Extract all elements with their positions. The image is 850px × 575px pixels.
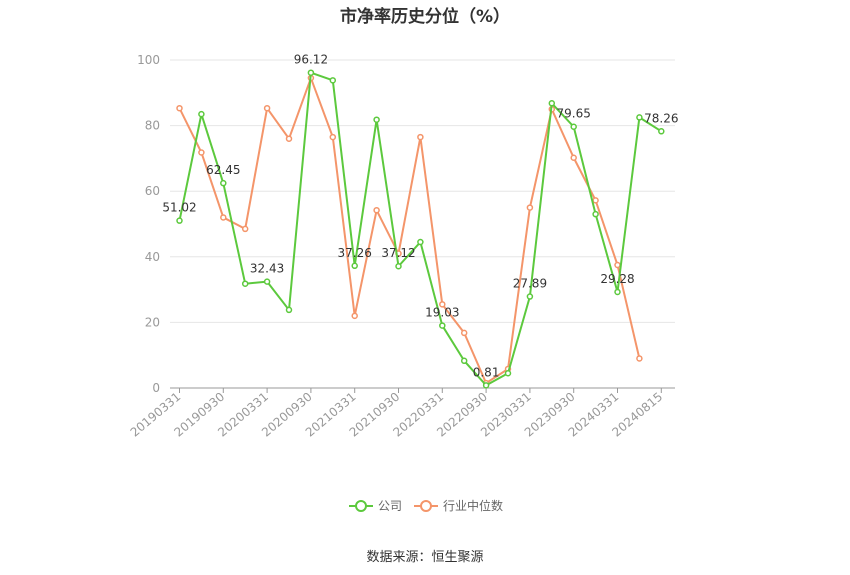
data-point-company [417, 238, 424, 246]
data-point-industry-median [460, 329, 468, 337]
data-point-industry-median [351, 312, 358, 320]
data-point-company [460, 357, 468, 365]
data-source: 数据来源：恒生聚源 [366, 550, 484, 565]
data-point-industry-median [417, 133, 424, 141]
data-point-company [636, 114, 643, 121]
data-point-company [285, 306, 293, 314]
data-label: 27.89 [513, 277, 547, 291]
y-tick-label: 40 [145, 250, 160, 264]
data-label: 96.12 [294, 53, 328, 67]
data-label: 29.28 [600, 272, 634, 286]
data-label: 37.26 [338, 246, 372, 260]
data-label: 79.65 [557, 107, 591, 121]
y-tick-label: 0 [152, 381, 160, 395]
data-point-company [329, 77, 337, 84]
legend-label-company: 公司 [378, 499, 402, 513]
data-point-company [614, 288, 621, 296]
data-label: 37.12 [381, 246, 415, 260]
data-point-industry-median [636, 355, 643, 362]
series-line-industry-median [178, 77, 641, 385]
data-point-company [263, 278, 271, 285]
data-label: 32.43 [250, 262, 284, 276]
chart-title: 市净率历史分位（%） [339, 7, 511, 27]
data-point-company [241, 280, 249, 287]
data-point-industry-median [570, 154, 577, 161]
legend-label-industry-median: 行业中位数 [443, 498, 503, 513]
data-point-industry-median [526, 204, 534, 211]
data-point-industry-median [592, 197, 599, 204]
y-tick-label: 60 [145, 184, 160, 198]
data-label: 19.03 [425, 306, 459, 320]
data-point-company [548, 100, 556, 107]
data-point-industry-median [285, 135, 293, 142]
data-label: 0.81 [473, 365, 500, 379]
data-point-industry-median [198, 149, 205, 156]
data-point-company [570, 123, 577, 130]
y-tick-label: 80 [145, 119, 160, 133]
data-label: 51.02 [162, 201, 196, 215]
data-point-industry-median [241, 225, 249, 233]
data-point-company [482, 382, 490, 389]
data-point-industry-median [614, 261, 621, 269]
data-point-company [504, 369, 512, 377]
data-point-company [526, 293, 534, 300]
data-point-industry-median [176, 104, 183, 112]
y-tick-label: 20 [145, 315, 160, 329]
data-point-company [198, 110, 205, 118]
data-point-company [307, 69, 315, 76]
data-point-company [220, 179, 227, 187]
legend-marker [355, 500, 367, 512]
data-point-industry-median [220, 214, 227, 221]
y-tick-label: 100 [137, 53, 160, 67]
data-point-company [395, 262, 402, 270]
data-point-company [351, 262, 358, 270]
data-point-company [658, 128, 665, 135]
data-point-company [439, 322, 446, 329]
data-point-company [176, 217, 183, 224]
data-point-company [592, 210, 599, 218]
data-point-industry-median [439, 301, 446, 308]
data-point-industry-median [329, 133, 337, 141]
data-point-industry-median [373, 206, 380, 214]
data-point-industry-median [263, 104, 271, 112]
data-point-company [373, 116, 380, 123]
legend-marker [420, 500, 432, 512]
data-label: 62.45 [206, 163, 240, 177]
data-label: 78.26 [644, 111, 678, 125]
